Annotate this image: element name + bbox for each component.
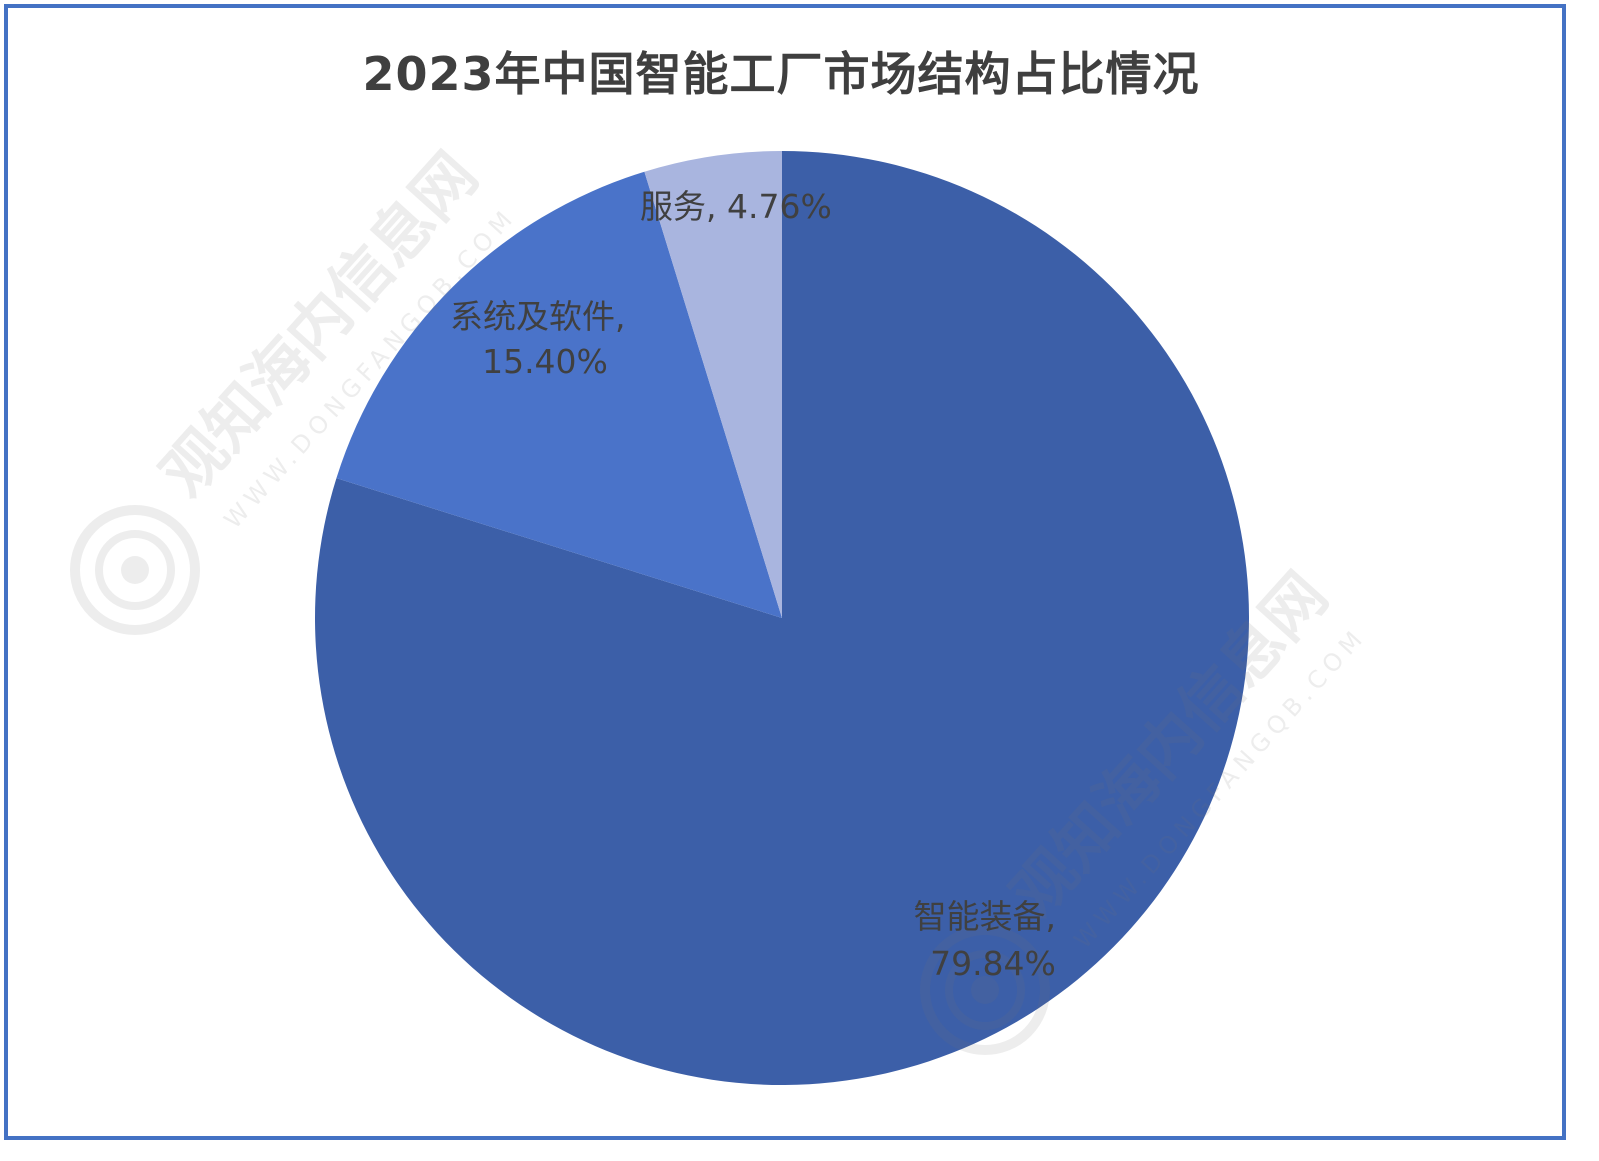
data-label-software: 系统及软件, 15.40% bbox=[450, 297, 636, 381]
watermark-logo bbox=[920, 925, 1050, 1055]
data-label-service-name: 服务 bbox=[640, 187, 706, 226]
data-labels: 服务, 4.76% 系统及软件, 15.40% 智能装备, 79.84% bbox=[450, 187, 1067, 983]
data-label-service-sep: , bbox=[706, 187, 727, 226]
data-label-equipment-name: 智能装备 bbox=[914, 897, 1046, 936]
pie-slices bbox=[315, 151, 1250, 1085]
data-label-software-value: 15.40% bbox=[482, 342, 608, 381]
data-label-service: 服务, 4.76% bbox=[640, 187, 832, 226]
data-label-software-name: 系统及软件 bbox=[450, 297, 615, 336]
chart-title: 2023年中国智能工厂市场结构占比情况 bbox=[362, 47, 1200, 101]
data-label-equipment-sep: , bbox=[1046, 897, 1057, 936]
data-label-service-value: 4.76% bbox=[727, 187, 832, 226]
data-label-equipment: 智能装备, 79.84% bbox=[914, 897, 1067, 983]
data-label-software-sep: , bbox=[615, 297, 626, 336]
watermark-logo bbox=[70, 505, 200, 635]
slice-system-software bbox=[336, 171, 782, 619]
slice-service bbox=[644, 151, 782, 618]
data-label-equipment-value: 79.84% bbox=[930, 944, 1056, 983]
slice-intelligent-equipment bbox=[315, 151, 1250, 1085]
